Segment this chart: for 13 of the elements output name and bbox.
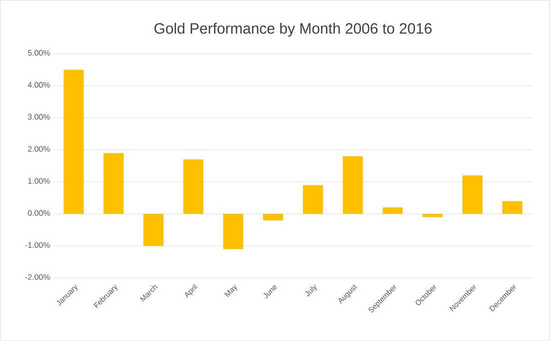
bar: [342, 156, 363, 214]
bar: [382, 208, 403, 214]
bar: [462, 176, 482, 214]
bar: [64, 70, 84, 214]
bar: [183, 160, 204, 214]
bar: [223, 214, 244, 250]
bar: [302, 185, 323, 214]
chart-title: Gold Performance by Month 2006 to 2016: [154, 22, 432, 37]
bar: [502, 201, 522, 214]
bar: [104, 153, 124, 214]
bar: [263, 214, 284, 220]
bar: [143, 214, 164, 246]
bar: [422, 214, 443, 218]
